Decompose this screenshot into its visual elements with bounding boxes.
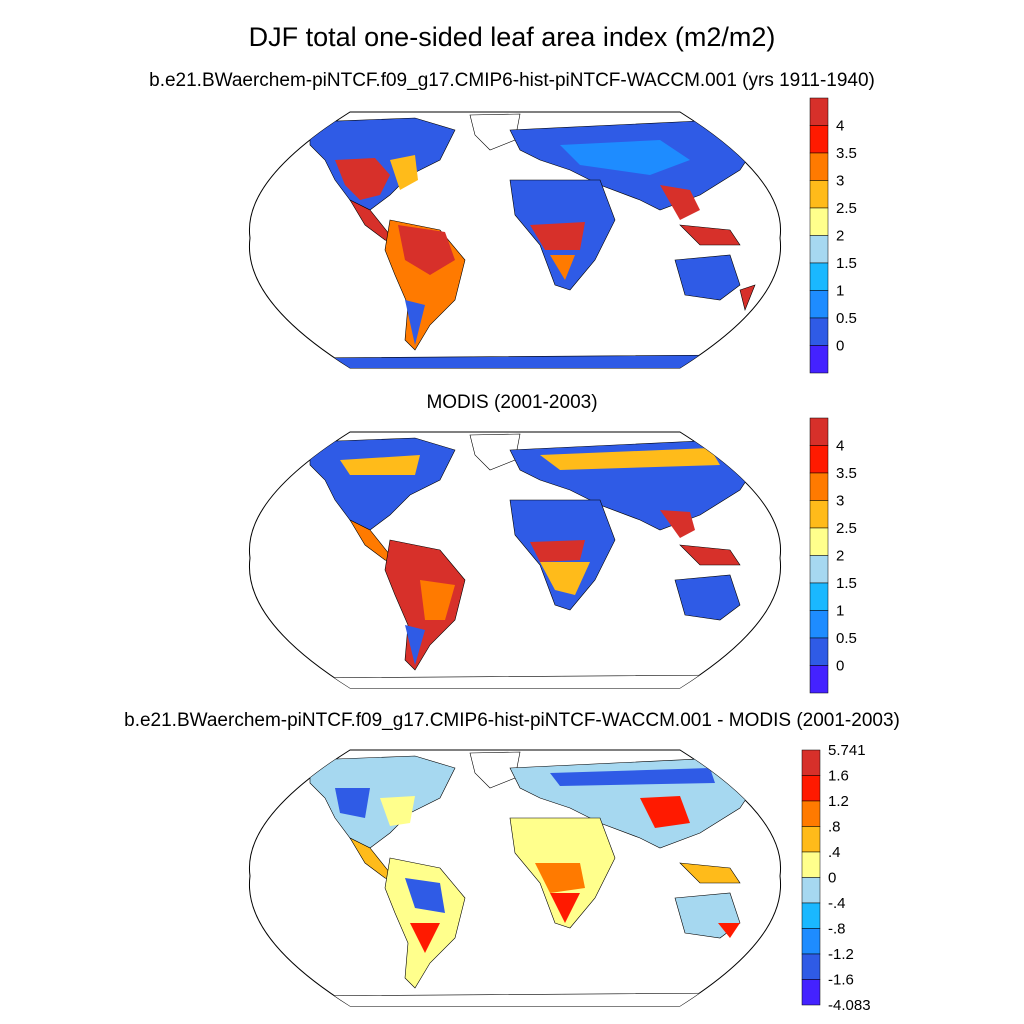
panel-3-title: b.e21.BWaerchem-piNTCF.f09_g17.CMIP6-his… — [124, 710, 900, 731]
colorbar-label: -1.6 — [828, 972, 854, 989]
colorbar-label: 0.5 — [836, 310, 857, 327]
panel-2-colorbar: 4 3.5 3 2.5 2 1.5 1 0.5 0 — [809, 417, 857, 694]
colorbar-label: 0 — [836, 658, 844, 675]
panel-1-colorbar: 4 3.5 3 2.5 2 1.5 1 0.5 0 — [809, 97, 857, 374]
colorbar-label: 0.5 — [836, 630, 857, 647]
colorbar-box — [801, 902, 821, 929]
colorbar-label: 4 — [836, 438, 844, 455]
colorbar-label: .4 — [828, 844, 841, 861]
colorbar-label: 2 — [836, 548, 844, 565]
colorbar-box — [809, 500, 829, 529]
colorbar-box — [809, 555, 829, 584]
colorbar-box — [809, 235, 829, 264]
colorbar-box — [801, 953, 821, 980]
colorbar-label: 1.2 — [828, 793, 849, 810]
colorbar-box — [801, 928, 821, 955]
colorbar-label: 1.6 — [828, 768, 849, 785]
colorbar-box — [809, 262, 829, 291]
colorbar-label: 2.5 — [836, 520, 857, 537]
colorbar-box — [809, 527, 829, 556]
colorbar-label: 1 — [836, 603, 844, 620]
figure-title: DJF total one-sided leaf area index (m2/… — [248, 22, 776, 52]
colorbar-box — [809, 637, 829, 666]
panel-3-map — [248, 749, 782, 1007]
panel-1-title: b.e21.BWaerchem-piNTCF.f09_g17.CMIP6-his… — [149, 70, 875, 91]
panel-2-title: MODIS (2001-2003) — [426, 392, 598, 413]
colorbar-label: 2.5 — [836, 200, 857, 217]
colorbar-label: 3.5 — [836, 145, 857, 162]
colorbar-label: 2 — [836, 228, 844, 245]
colorbar-label: 3 — [836, 493, 844, 510]
colorbar-label: 3 — [836, 173, 844, 190]
colorbar-box — [809, 97, 829, 126]
colorbar-label: -.4 — [828, 895, 846, 912]
colorbar-box — [809, 317, 829, 346]
panel-3-colorbar: 5.741 1.6 1.2 .8 .4 0 -.4 -.8 -1.2 -1.6 -4.083 — [801, 742, 871, 1014]
colorbar-box — [801, 800, 821, 827]
colorbar-box — [809, 125, 829, 154]
colorbar-label: 1 — [836, 283, 844, 300]
colorbar-box — [801, 979, 821, 1006]
colorbar-label: -1.2 — [828, 946, 854, 963]
panel-2-map — [248, 431, 782, 689]
colorbar-box — [809, 417, 829, 446]
colorbar-label: 5.741 — [828, 742, 866, 759]
colorbar-box — [809, 472, 829, 501]
colorbar-label: 3.5 — [836, 465, 857, 482]
colorbar-box — [809, 152, 829, 181]
colorbar-box — [801, 775, 821, 802]
colorbar-box — [809, 582, 829, 611]
colorbar-label: .8 — [828, 819, 841, 836]
colorbar-label: 0 — [828, 870, 836, 887]
colorbar-box — [809, 665, 829, 694]
colorbar-label: -4.083 — [828, 997, 871, 1014]
colorbar-box — [801, 851, 821, 878]
panel-1-map — [248, 111, 782, 369]
colorbar-label: -.8 — [828, 921, 846, 938]
colorbar-box — [801, 826, 821, 853]
colorbar-label: 0 — [836, 338, 844, 355]
colorbar-box — [801, 749, 821, 776]
colorbar-box — [809, 445, 829, 474]
colorbar-label: 4 — [836, 118, 844, 135]
colorbar-box — [801, 877, 821, 904]
colorbar-box — [809, 345, 829, 374]
colorbar-label: 1.5 — [836, 575, 857, 592]
colorbar-box — [809, 290, 829, 319]
colorbar-box — [809, 180, 829, 209]
colorbar-box — [809, 207, 829, 236]
colorbar-label: 1.5 — [836, 255, 857, 272]
colorbar-box — [809, 610, 829, 639]
